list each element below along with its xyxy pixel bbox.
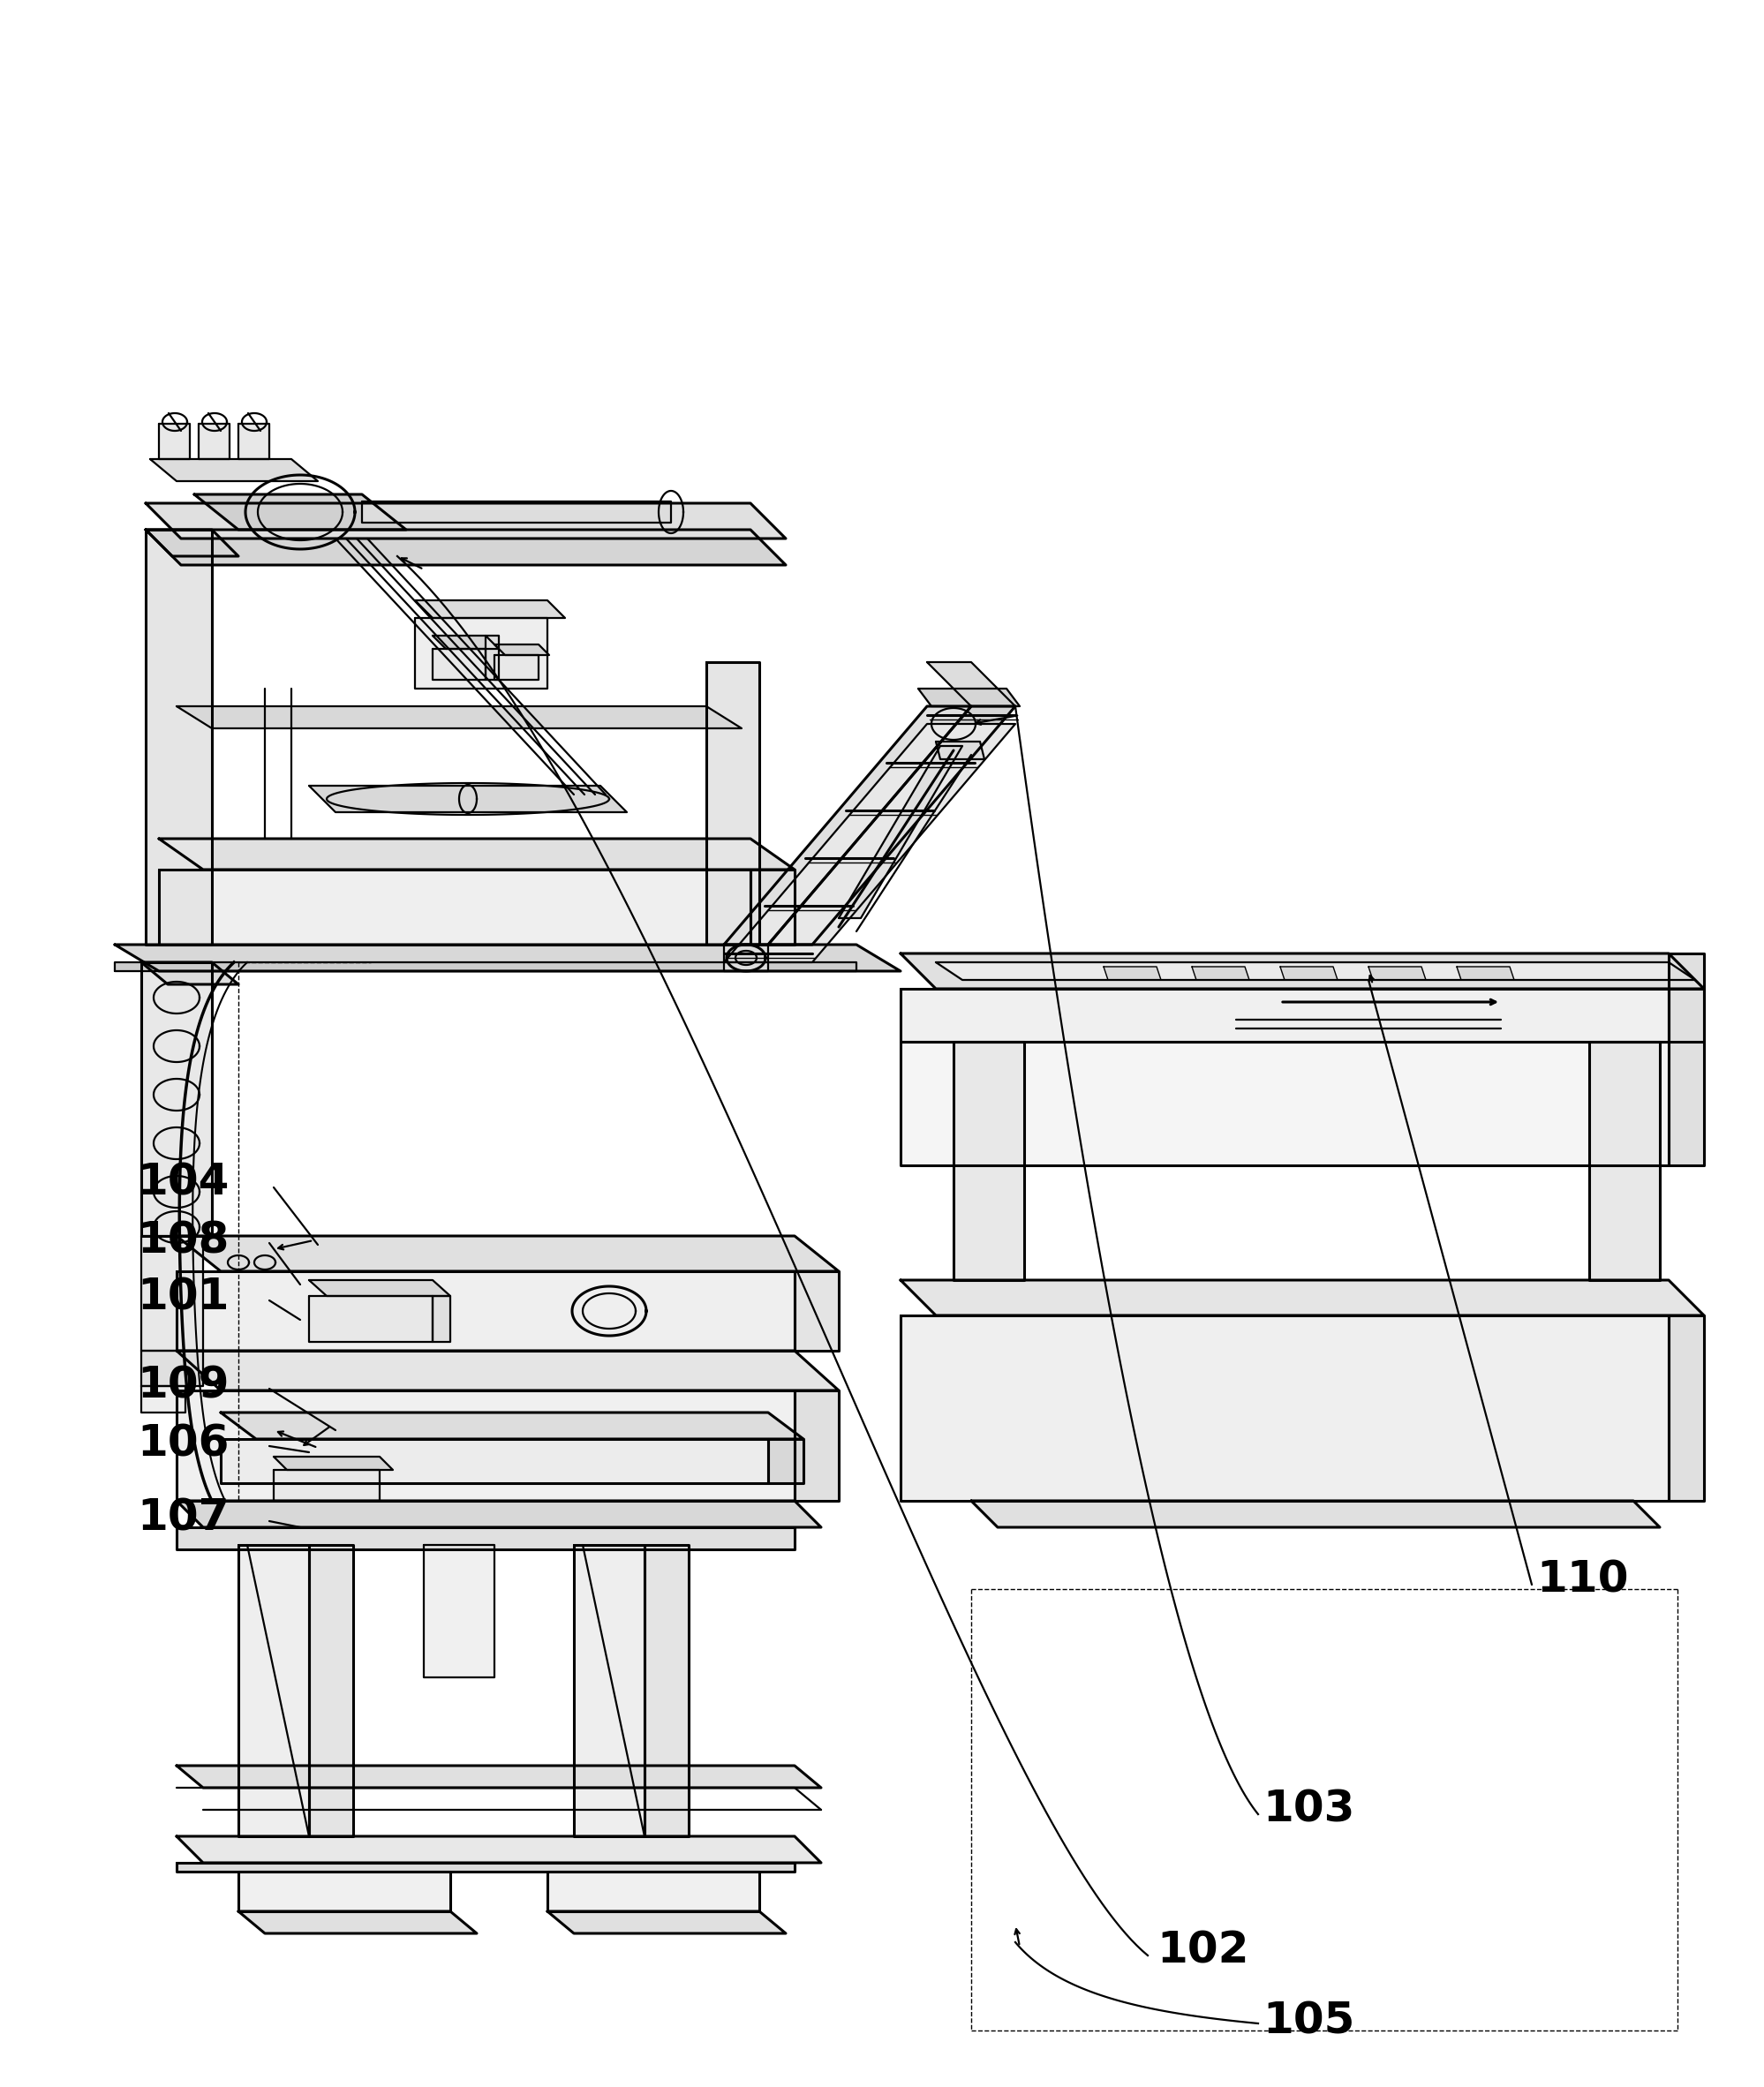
Polygon shape [176, 1501, 820, 1528]
Polygon shape [1369, 966, 1425, 981]
Polygon shape [547, 1912, 785, 1933]
Polygon shape [176, 1236, 838, 1271]
Polygon shape [767, 705, 1016, 945]
Polygon shape [494, 655, 538, 680]
Polygon shape [141, 1236, 203, 1350]
Polygon shape [767, 1440, 803, 1484]
Polygon shape [141, 962, 238, 985]
Polygon shape [159, 424, 191, 459]
Polygon shape [176, 705, 741, 728]
Polygon shape [159, 839, 794, 870]
Text: 101: 101 [138, 1277, 229, 1319]
Polygon shape [159, 870, 750, 945]
Polygon shape [220, 1440, 767, 1484]
Polygon shape [146, 530, 238, 555]
Polygon shape [972, 1501, 1660, 1528]
Polygon shape [415, 601, 564, 618]
Polygon shape [150, 459, 318, 482]
Polygon shape [485, 637, 499, 680]
Polygon shape [928, 662, 1016, 705]
Polygon shape [1457, 966, 1514, 981]
Polygon shape [220, 1413, 803, 1440]
Polygon shape [901, 1315, 1669, 1501]
Polygon shape [199, 424, 229, 459]
Polygon shape [146, 530, 212, 945]
Polygon shape [494, 645, 549, 655]
Polygon shape [901, 954, 1704, 989]
Polygon shape [176, 1350, 838, 1390]
Text: 109: 109 [138, 1365, 229, 1407]
Text: 108: 108 [138, 1219, 229, 1261]
Polygon shape [432, 649, 485, 680]
Polygon shape [176, 1528, 794, 1549]
Polygon shape [1104, 966, 1161, 981]
Polygon shape [176, 1837, 820, 1864]
Polygon shape [901, 989, 1669, 1041]
Polygon shape [141, 962, 212, 1236]
Polygon shape [194, 495, 406, 530]
Text: 110: 110 [1536, 1559, 1628, 1601]
Polygon shape [415, 618, 547, 689]
Polygon shape [954, 1041, 1025, 1279]
Polygon shape [794, 1390, 838, 1501]
Polygon shape [309, 1279, 450, 1296]
Text: 102: 102 [1157, 1930, 1249, 1972]
Text: 104: 104 [138, 1162, 229, 1204]
Text: 105: 105 [1263, 2001, 1355, 2043]
Polygon shape [901, 1279, 1704, 1315]
Text: 106: 106 [138, 1421, 229, 1465]
Polygon shape [309, 1296, 432, 1342]
Polygon shape [547, 1872, 759, 1912]
Polygon shape [1192, 966, 1249, 981]
Polygon shape [1669, 989, 1704, 1041]
Polygon shape [141, 1386, 185, 1413]
Polygon shape [573, 1544, 644, 1837]
Polygon shape [176, 1390, 794, 1501]
Polygon shape [432, 1296, 450, 1342]
Polygon shape [919, 689, 1020, 705]
Polygon shape [937, 741, 984, 760]
Polygon shape [176, 1766, 820, 1789]
Polygon shape [238, 424, 270, 459]
Polygon shape [309, 785, 626, 812]
Polygon shape [432, 637, 499, 649]
Polygon shape [238, 1872, 450, 1912]
Polygon shape [1669, 1315, 1704, 1501]
Polygon shape [309, 1544, 353, 1837]
Polygon shape [238, 1912, 476, 1933]
Polygon shape [723, 945, 767, 970]
Polygon shape [423, 1544, 494, 1678]
Polygon shape [1669, 954, 1704, 1165]
Polygon shape [176, 1271, 794, 1350]
Polygon shape [937, 962, 1695, 981]
Polygon shape [273, 1457, 393, 1469]
Polygon shape [273, 1469, 379, 1501]
Polygon shape [794, 1271, 838, 1350]
Polygon shape [723, 724, 1016, 962]
Polygon shape [238, 1544, 309, 1837]
Polygon shape [362, 501, 670, 522]
Text: 107: 107 [138, 1496, 229, 1540]
Polygon shape [723, 705, 972, 945]
Polygon shape [115, 962, 856, 970]
Polygon shape [706, 662, 759, 945]
Polygon shape [644, 1544, 688, 1837]
Polygon shape [141, 1350, 203, 1386]
Polygon shape [1589, 1041, 1660, 1279]
Text: 103: 103 [1263, 1789, 1355, 1830]
Polygon shape [1281, 966, 1337, 981]
Polygon shape [115, 945, 901, 970]
Polygon shape [146, 503, 785, 538]
Polygon shape [838, 745, 963, 918]
Polygon shape [146, 530, 785, 566]
Polygon shape [176, 1864, 794, 1872]
Polygon shape [750, 870, 794, 945]
Polygon shape [901, 1041, 1669, 1165]
